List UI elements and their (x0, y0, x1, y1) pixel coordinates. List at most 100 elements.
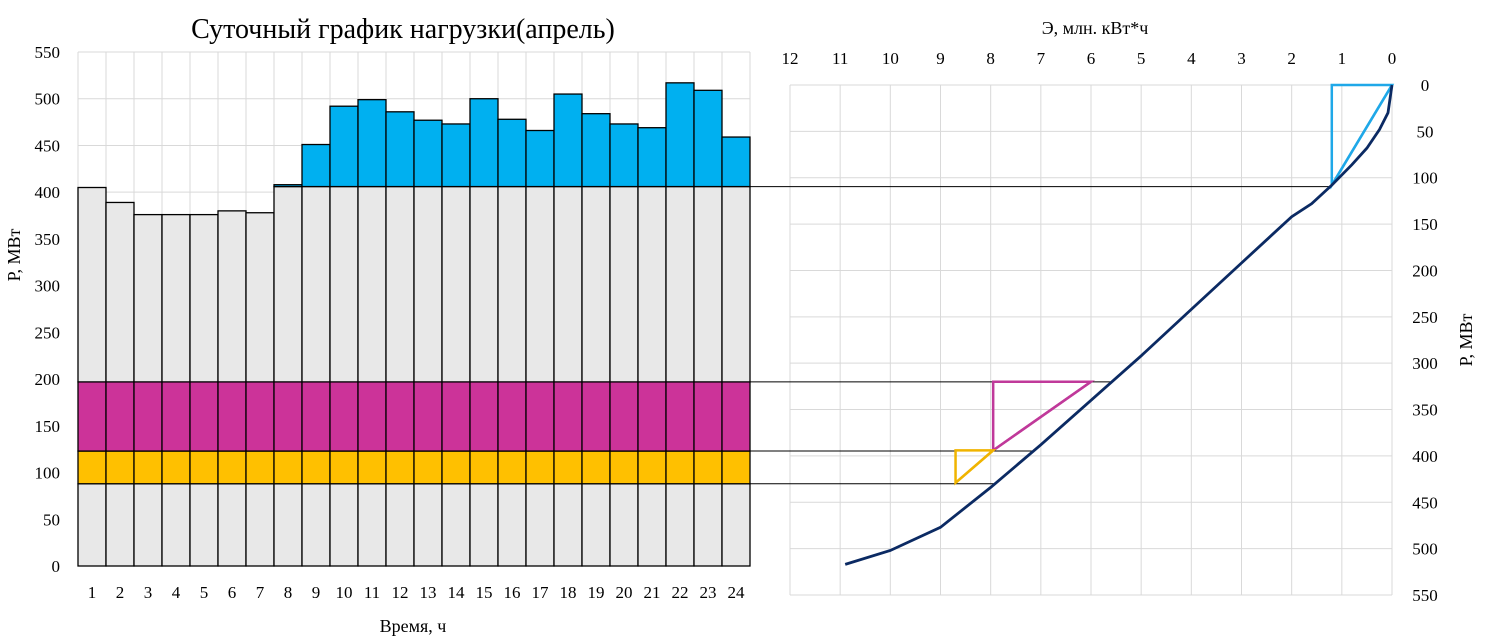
bar-grey-segment (469, 185, 499, 383)
bar-magenta-segment (329, 381, 359, 452)
bar-magenta-segment (105, 381, 135, 452)
x-tick-label: 6 (228, 583, 237, 602)
right-x-tick-label: 7 (1037, 49, 1046, 68)
x-tick-label: 16 (504, 583, 521, 602)
right-y-tick-label: 250 (1412, 308, 1438, 327)
right-x-tick-label: 3 (1237, 49, 1246, 68)
right-x-tick-label: 5 (1137, 49, 1146, 68)
bar-grey-segment (217, 210, 247, 383)
bar-gold-segment (189, 450, 219, 485)
right-x-tick-label: 8 (986, 49, 995, 68)
bar-magenta-segment (637, 381, 667, 452)
bar-magenta-segment (581, 381, 611, 452)
bar-gold-segment (637, 450, 667, 485)
bar-magenta-segment (77, 381, 107, 452)
bar-gold-segment (77, 450, 107, 485)
bar-grey-segment (329, 185, 359, 383)
bar-peak-segment (357, 99, 387, 188)
right-y-tick-label: 0 (1421, 76, 1430, 95)
bar-base-segment (329, 483, 359, 567)
bar-magenta-segment (553, 381, 583, 452)
bar-grey-segment (413, 185, 443, 383)
bar-gold-segment (105, 450, 135, 485)
bar-magenta-segment (665, 381, 695, 452)
bar-peak-segment (525, 129, 555, 188)
x-tick-label: 17 (532, 583, 550, 602)
bar-base-segment (525, 483, 555, 567)
bar-peak-segment (329, 105, 359, 188)
x-tick-label: 8 (284, 583, 293, 602)
bar-base-segment (497, 483, 527, 567)
right-x-tick-label: 12 (782, 49, 799, 68)
bar-grey-segment (301, 185, 331, 383)
left-y-tick-label: 400 (35, 183, 61, 202)
bar-magenta-segment (609, 381, 639, 452)
bar-grey-segment (609, 185, 639, 383)
x-tick-label: 21 (644, 583, 661, 602)
bar-peak-segment (553, 93, 583, 188)
left-y-tick-label: 350 (35, 230, 61, 249)
right-y-tick-label: 450 (1412, 493, 1438, 512)
bar-peak-segment (665, 82, 695, 188)
bar-gold-segment (721, 450, 751, 485)
bar-grey-segment (77, 186, 107, 383)
x-tick-label: 10 (336, 583, 353, 602)
bar-base-segment (133, 483, 163, 567)
bar-magenta-segment (189, 381, 219, 452)
left-y-tick-label: 450 (35, 136, 61, 155)
bar-gold-segment (609, 450, 639, 485)
x-tick-label: 4 (172, 583, 181, 602)
x-tick-label: 7 (256, 583, 265, 602)
bar-grey-segment (637, 185, 667, 383)
bar-peak-segment (693, 89, 723, 188)
x-tick-label: 9 (312, 583, 321, 602)
bar-magenta-segment (497, 381, 527, 452)
bar-peak-segment (301, 143, 331, 188)
bar-base-segment (665, 483, 695, 567)
right-x-tick-label: 4 (1187, 49, 1196, 68)
bar-magenta-segment (413, 381, 443, 452)
x-tick-label: 18 (560, 583, 577, 602)
x-tick-label: 3 (144, 583, 153, 602)
bar-grey-segment (721, 185, 751, 383)
bar-gold-segment (693, 450, 723, 485)
bar-peak-segment (469, 98, 499, 188)
bar-base-segment (189, 483, 219, 567)
bar-magenta-segment (693, 381, 723, 452)
bar-peak-segment (637, 127, 667, 188)
left-y-tick-label: 500 (35, 90, 61, 109)
bar-peak-segment (441, 123, 471, 188)
bar-base-segment (301, 483, 331, 567)
bar-peak-segment (581, 113, 611, 188)
left-y-tick-label: 200 (35, 370, 61, 389)
right-ylabel: Р, МВт (1456, 314, 1476, 367)
bar-gold-segment (273, 450, 303, 485)
bar-gold-segment (301, 450, 331, 485)
left-xlabel: Время, ч (380, 616, 447, 636)
x-tick-label: 20 (616, 583, 633, 602)
level-peak-hypotenuse (1330, 84, 1394, 186)
x-tick-label: 1 (88, 583, 97, 602)
bar-gold-segment (441, 450, 471, 485)
x-tick-label: 5 (200, 583, 209, 602)
bar-grey-segment (273, 185, 303, 383)
left-y-tick-label: 250 (35, 323, 61, 342)
bar-base-segment (721, 483, 751, 567)
bar-base-segment (553, 483, 583, 567)
bar-base-segment (693, 483, 723, 567)
bar-magenta-segment (469, 381, 499, 452)
bar-base-segment (245, 483, 275, 567)
bar-gold-segment (385, 450, 415, 485)
bar-gold-segment (497, 450, 527, 485)
bar-gold-segment (665, 450, 695, 485)
right-x-tick-label: 6 (1087, 49, 1096, 68)
bar-grey-segment (385, 185, 415, 383)
right-x-tick-label: 10 (882, 49, 899, 68)
right-y-tick-label: 500 (1412, 540, 1438, 559)
bar-base-segment (385, 483, 415, 567)
bar-peak-segment (609, 123, 639, 188)
bar-magenta-segment (441, 381, 471, 452)
x-tick-label: 13 (420, 583, 437, 602)
